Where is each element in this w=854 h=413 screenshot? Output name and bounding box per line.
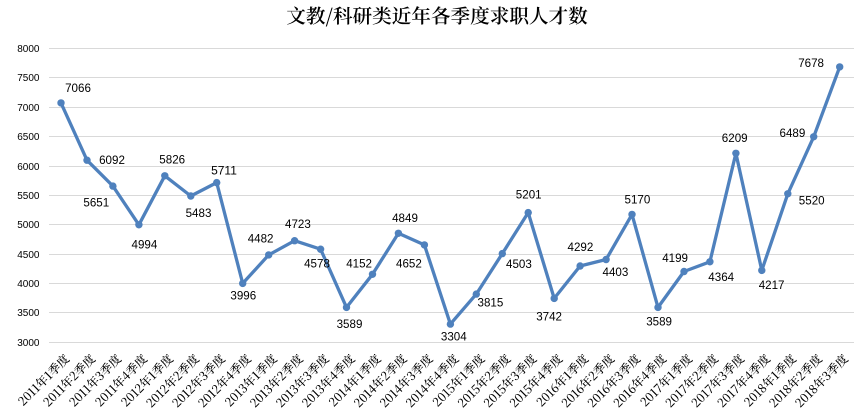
svg-text:4199: 4199 bbox=[662, 251, 688, 265]
svg-text:4500: 4500 bbox=[17, 250, 40, 261]
svg-text:4217: 4217 bbox=[759, 278, 785, 292]
svg-text:5500: 5500 bbox=[17, 191, 40, 202]
svg-text:5651: 5651 bbox=[83, 196, 109, 210]
svg-text:4403: 4403 bbox=[603, 265, 629, 279]
svg-text:5170: 5170 bbox=[625, 193, 651, 207]
svg-text:4292: 4292 bbox=[568, 240, 594, 254]
svg-text:3589: 3589 bbox=[337, 317, 363, 331]
svg-text:3815: 3815 bbox=[478, 296, 504, 310]
svg-text:5826: 5826 bbox=[159, 153, 185, 167]
svg-text:3589: 3589 bbox=[646, 314, 672, 328]
svg-text:4503: 4503 bbox=[506, 257, 532, 271]
svg-text:3996: 3996 bbox=[230, 289, 256, 303]
svg-text:5483: 5483 bbox=[186, 206, 212, 220]
svg-text:3000: 3000 bbox=[17, 338, 40, 349]
svg-text:4000: 4000 bbox=[17, 279, 40, 290]
svg-text:8000: 8000 bbox=[17, 44, 40, 55]
svg-text:6500: 6500 bbox=[17, 132, 40, 143]
svg-text:4364: 4364 bbox=[708, 270, 734, 284]
svg-text:6489: 6489 bbox=[780, 126, 806, 140]
svg-text:5520: 5520 bbox=[799, 194, 825, 208]
svg-text:5201: 5201 bbox=[516, 188, 542, 202]
svg-text:3304: 3304 bbox=[441, 329, 467, 343]
svg-text:7678: 7678 bbox=[798, 56, 824, 70]
svg-text:7500: 7500 bbox=[17, 73, 40, 84]
svg-text:4994: 4994 bbox=[132, 238, 158, 252]
svg-text:6000: 6000 bbox=[17, 162, 40, 173]
svg-text:3500: 3500 bbox=[17, 308, 40, 319]
svg-text:5711: 5711 bbox=[211, 164, 237, 178]
svg-text:3742: 3742 bbox=[536, 309, 562, 323]
svg-text:6092: 6092 bbox=[99, 153, 125, 167]
svg-text:6209: 6209 bbox=[722, 131, 748, 145]
svg-text:4152: 4152 bbox=[346, 257, 372, 271]
svg-text:4482: 4482 bbox=[248, 232, 274, 246]
svg-text:4578: 4578 bbox=[304, 256, 330, 270]
svg-text:4652: 4652 bbox=[396, 257, 422, 271]
svg-text:4723: 4723 bbox=[285, 217, 311, 231]
svg-text:5000: 5000 bbox=[17, 220, 40, 231]
svg-text:4849: 4849 bbox=[392, 211, 418, 225]
svg-text:7066: 7066 bbox=[65, 81, 91, 95]
svg-text:7000: 7000 bbox=[17, 103, 40, 114]
